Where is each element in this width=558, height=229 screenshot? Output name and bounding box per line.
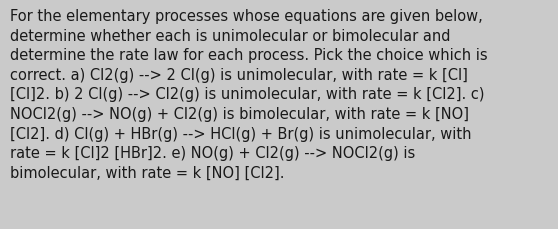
Text: For the elementary processes whose equations are given below,
determine whether : For the elementary processes whose equat… bbox=[10, 9, 488, 180]
